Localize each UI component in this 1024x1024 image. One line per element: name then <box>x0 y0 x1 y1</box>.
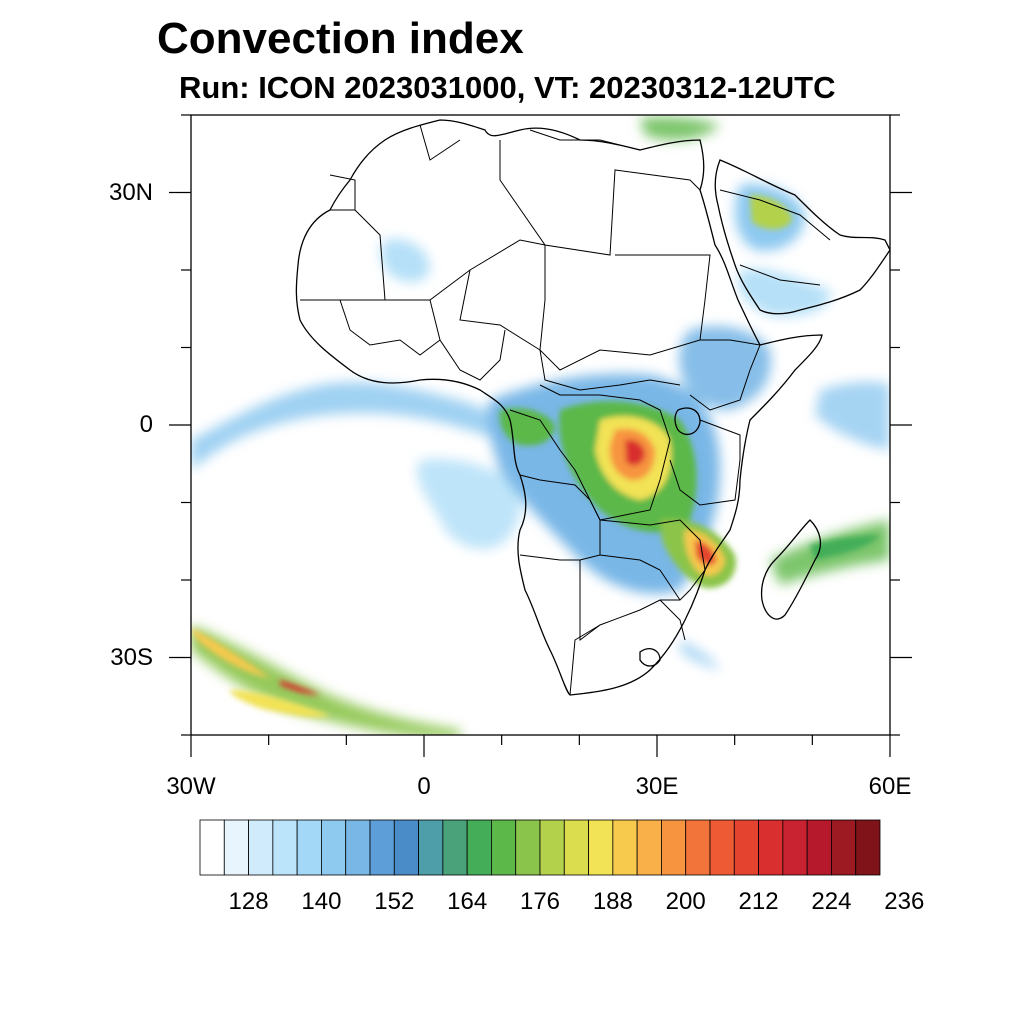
field-south-red <box>280 680 320 695</box>
arabia-coastline <box>714 159 890 315</box>
axis-ticks <box>169 114 912 757</box>
colorbar-swatch <box>296 819 322 876</box>
colorbar-swatch <box>272 819 298 876</box>
border-mediterranean <box>419 124 641 161</box>
colorbar-swatch <box>661 819 687 876</box>
convection-field <box>191 116 890 735</box>
colorbar-swatch <box>588 819 614 876</box>
colorbar-swatch <box>733 819 759 876</box>
colorbar-swatch <box>758 819 784 876</box>
field-atlantic-swirl <box>417 458 521 549</box>
border-car <box>539 349 681 391</box>
colorbar-label: 128 <box>228 888 269 915</box>
field-southern-band <box>191 625 460 735</box>
colorbar-swatch <box>563 819 589 876</box>
field-se-plume <box>680 640 720 670</box>
field-sahara-patch <box>380 239 430 282</box>
field-core-red <box>625 439 645 466</box>
colorbar-swatch <box>855 819 881 876</box>
colorbar-swatch <box>782 819 808 876</box>
lon-tick-label: 60E <box>868 773 912 800</box>
colorbar-label: 152 <box>374 888 415 915</box>
lat-tick-label: 30S <box>110 643 153 671</box>
colorbar <box>199 819 881 876</box>
field-east-africa <box>679 326 771 410</box>
colorbar-swatch <box>685 819 711 876</box>
field-indian-ocean <box>815 381 890 450</box>
colorbar-label: 188 <box>592 888 633 915</box>
colorbar-label: 176 <box>519 888 561 915</box>
field-itcz-band <box>191 382 500 470</box>
colorbar-swatch <box>612 819 638 876</box>
colorbar-swatch <box>831 819 857 876</box>
field-med-top <box>640 116 720 141</box>
chart-subtitle: Run: ICON 2023031000, VT: 20230312-12UTC <box>179 70 836 105</box>
field-arabia-core <box>750 195 792 230</box>
colorbar-swatch <box>636 819 662 876</box>
lon-tick-label: 30W <box>166 773 216 800</box>
border-libya-egypt <box>499 140 701 256</box>
field-south-orange <box>191 628 270 678</box>
coastlines <box>295 119 890 696</box>
border-nigeria <box>429 299 506 381</box>
colorbar-swatch <box>806 819 832 876</box>
colorbar-swatch <box>442 819 468 876</box>
lake-victoria <box>674 407 701 436</box>
colorbar-swatch <box>539 819 565 876</box>
field-south-yellow <box>230 690 330 718</box>
colorbar-swatch <box>709 819 735 876</box>
colorbar-swatch <box>199 819 225 876</box>
colorbar-label: 236 <box>884 888 925 915</box>
country-borders <box>300 124 831 696</box>
lon-tick-label: 0 <box>417 773 431 800</box>
border-sudan <box>539 245 711 371</box>
colorbar-swatch <box>223 819 249 876</box>
madagascar-coastline <box>760 519 822 620</box>
border-ethiopia <box>689 339 761 411</box>
colorbar-swatch <box>418 819 444 876</box>
map-plot-area <box>191 115 890 735</box>
colorbar-swatch <box>515 819 541 876</box>
colorbar-swatch <box>345 819 371 876</box>
border-zambia-moz <box>599 519 706 601</box>
border-west-africa <box>339 299 441 356</box>
field-guinea-green <box>499 408 555 446</box>
colorbar-swatch <box>393 819 419 876</box>
lat-tick-label: 0 <box>139 411 153 438</box>
chart-title: Convection index <box>157 14 524 63</box>
colorbar-label: 140 <box>301 888 342 915</box>
colorbar-swatch <box>321 819 347 876</box>
colorbar-swatch <box>491 819 517 876</box>
border-congo <box>509 384 671 521</box>
colorbar-swatch <box>248 819 274 876</box>
colorbar-swatch <box>466 819 492 876</box>
colorbar-label: 224 <box>811 888 852 915</box>
colorbar-label: 212 <box>738 888 779 915</box>
colorbar-swatch <box>369 819 395 876</box>
border-chad-niger <box>459 269 541 351</box>
field-madagascar-core <box>810 535 880 560</box>
colorbar-label: 200 <box>665 888 706 915</box>
colorbar-label: 164 <box>447 888 488 915</box>
border-south-africa <box>569 599 686 696</box>
border-kenya-tanzania <box>669 419 741 506</box>
lat-tick-label: 30N <box>108 178 153 206</box>
lesotho-border <box>639 648 661 667</box>
border-arabia-internal <box>719 189 831 286</box>
field-yemen <box>738 269 831 317</box>
africa-coastline <box>295 119 823 696</box>
lon-tick-label: 30E <box>635 773 679 800</box>
border-namibia-botswana <box>579 560 680 641</box>
